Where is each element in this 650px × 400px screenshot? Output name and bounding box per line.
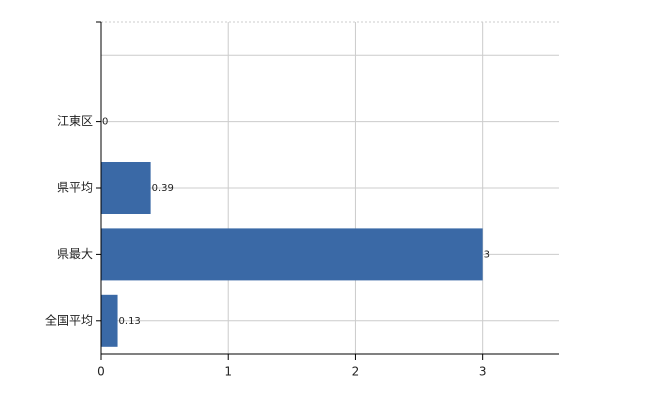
bar xyxy=(101,162,151,214)
value-label: 3 xyxy=(484,249,490,260)
bar xyxy=(101,294,118,347)
bar xyxy=(101,228,483,281)
y-tick-label: 県最大 xyxy=(57,247,93,261)
x-tick-label: 0 xyxy=(97,365,105,379)
x-tick-label: 3 xyxy=(479,365,487,379)
value-label: 0.13 xyxy=(119,316,141,327)
value-label: 0.39 xyxy=(152,183,174,194)
y-tick-label: 全国平均 xyxy=(45,312,93,327)
y-tick-label: 江東区 xyxy=(57,114,93,128)
x-tick-label: 1 xyxy=(224,365,232,379)
value-label: 0 xyxy=(102,117,108,128)
x-tick-label: 2 xyxy=(352,365,360,379)
y-tick-label: 県平均 xyxy=(57,181,93,195)
